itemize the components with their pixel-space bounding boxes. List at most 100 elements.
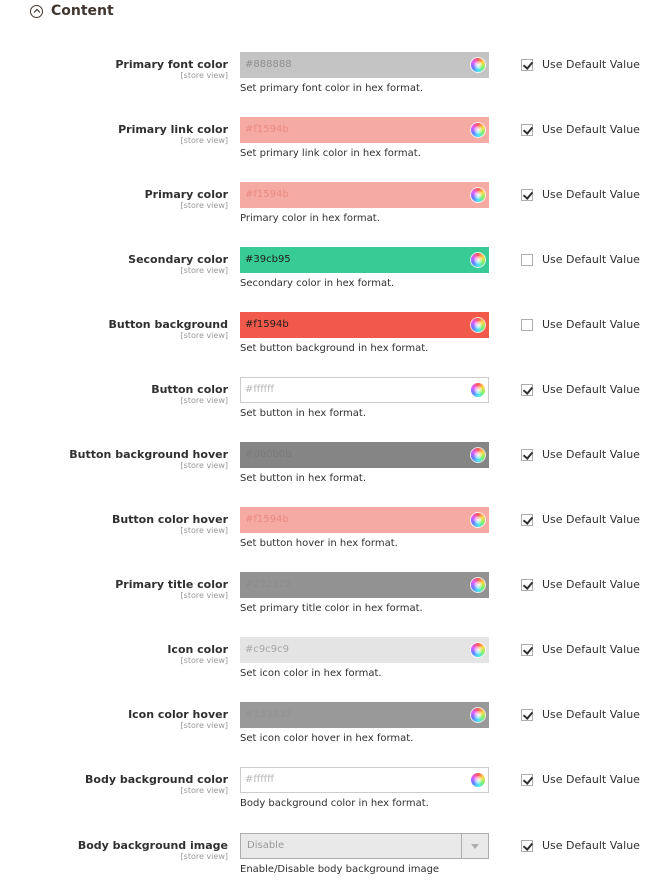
config-row-primary-title-color: Primary title color [store view] #222222 Se…: [0, 572, 671, 632]
field-label: Button color: [151, 383, 228, 396]
body-background-color-input[interactable]: #ffffff: [240, 767, 489, 793]
icon-color-hover-input[interactable]: #333333: [240, 702, 489, 728]
use-default-label[interactable]: Use Default Value: [542, 383, 640, 396]
primary-link-color-input[interactable]: #f1594b: [240, 117, 489, 143]
use-default-checkbox[interactable]: [521, 448, 533, 461]
color-value[interactable]: #0b0b0b: [245, 449, 292, 460]
config-row-button-color-hover: Button color hover [store view] #f1594b Set…: [0, 507, 671, 567]
color-wheel-icon[interactable]: [471, 58, 485, 72]
button-background-input[interactable]: #f1594b: [240, 312, 489, 338]
color-value[interactable]: #ffffff: [245, 384, 275, 395]
use-default-label[interactable]: Use Default Value: [542, 513, 640, 526]
color-wheel-icon[interactable]: [471, 708, 485, 722]
color-value[interactable]: #ffffff: [245, 774, 275, 785]
field-label: Icon color hover: [128, 708, 228, 721]
button-color-input[interactable]: #ffffff: [240, 377, 489, 403]
body-background-image-select[interactable]: Disable: [240, 833, 489, 859]
color-value[interactable]: #888888: [245, 59, 292, 70]
use-default-checkbox[interactable]: [521, 188, 533, 201]
color-wheel-icon[interactable]: [471, 253, 485, 267]
color-wheel-icon[interactable]: [471, 578, 485, 592]
use-default-label[interactable]: Use Default Value: [542, 578, 640, 591]
color-value[interactable]: #c9c9c9: [245, 644, 289, 655]
color-wheel-icon[interactable]: [471, 513, 485, 527]
color-wheel-icon[interactable]: [471, 188, 485, 202]
button-color-hover-input[interactable]: #f1594b: [240, 507, 489, 533]
color-value[interactable]: #39cb95: [245, 254, 291, 265]
secondary-color-input[interactable]: #39cb95: [240, 247, 489, 273]
use-default-label[interactable]: Use Default Value: [542, 318, 640, 331]
color-wheel-icon[interactable]: [471, 383, 485, 397]
field-note: Set button hover in hex format.: [240, 538, 398, 549]
select-value: Disable: [247, 840, 285, 851]
color-value[interactable]: #222222: [245, 579, 292, 590]
use-default-checkbox[interactable]: [521, 318, 533, 331]
field-note: Enable/Disable body background image: [240, 864, 440, 875]
color-value[interactable]: #333333: [245, 709, 292, 720]
config-row-button-background-hover: Button background hover [store view] #0b0b…: [0, 442, 671, 502]
primary-font-color-input[interactable]: #888888: [240, 52, 489, 78]
field-note: Set primary link color in hex format.: [240, 148, 421, 159]
field-note: Set icon color hover in hex format.: [240, 733, 414, 744]
field-note: Set button in hex format.: [240, 473, 367, 484]
field-label: Button background hover: [69, 448, 228, 461]
use-default-checkbox[interactable]: [521, 383, 533, 396]
primary-title-color-input[interactable]: #222222: [240, 572, 489, 598]
field-note: Set button in hex format.: [240, 408, 367, 419]
section-header-content[interactable]: Content: [30, 0, 114, 22]
use-default-checkbox[interactable]: [521, 643, 533, 656]
scope-label: [store view]: [180, 461, 228, 470]
config-row-body-background-image: Body background image [store view] Disab…: [0, 833, 671, 893]
config-row-button-background: Button background [store view] #f1594b Set …: [0, 312, 671, 372]
use-default-checkbox[interactable]: [521, 58, 533, 71]
field-label: Button background: [108, 318, 228, 331]
scope-label: [store view]: [180, 721, 228, 730]
scope-label: [store view]: [180, 852, 228, 861]
config-row-secondary-color: Secondary color [store view] #39cb95 Second…: [0, 247, 671, 307]
config-row-button-color: Button color [store view] #ffffff Set butto…: [0, 377, 671, 437]
scope-label: [store view]: [180, 591, 228, 600]
use-default-label[interactable]: Use Default Value: [542, 123, 640, 136]
scope-label: [store view]: [180, 201, 228, 210]
scope-label: [store view]: [180, 526, 228, 535]
field-label: Primary color: [144, 188, 228, 201]
collapse-chevron-up-icon[interactable]: [30, 4, 43, 18]
field-label: Body background color: [85, 773, 228, 786]
button-background-hover-input[interactable]: #0b0b0b: [240, 442, 489, 468]
use-default-checkbox[interactable]: [521, 708, 533, 721]
use-default-checkbox[interactable]: [521, 253, 533, 266]
field-note: Set primary title color in hex format.: [240, 603, 423, 614]
use-default-checkbox[interactable]: [521, 839, 533, 852]
use-default-label[interactable]: Use Default Value: [542, 708, 640, 721]
field-label: Secondary color: [128, 253, 228, 266]
color-value[interactable]: #f1594b: [245, 189, 289, 200]
use-default-checkbox[interactable]: [521, 123, 533, 136]
use-default-checkbox[interactable]: [521, 513, 533, 526]
use-default-label[interactable]: Use Default Value: [542, 448, 640, 461]
primary-color-input[interactable]: #f1594b: [240, 182, 489, 208]
color-wheel-icon[interactable]: [471, 448, 485, 462]
color-value[interactable]: #f1594b: [245, 319, 289, 330]
use-default-label[interactable]: Use Default Value: [542, 643, 640, 656]
scope-label: [store view]: [180, 331, 228, 340]
use-default-label[interactable]: Use Default Value: [542, 253, 640, 266]
color-wheel-icon[interactable]: [471, 643, 485, 657]
color-wheel-icon[interactable]: [471, 773, 485, 787]
icon-color-input[interactable]: #c9c9c9: [240, 637, 489, 663]
color-wheel-icon[interactable]: [471, 318, 485, 332]
use-default-label[interactable]: Use Default Value: [542, 839, 640, 852]
scope-label: [store view]: [180, 396, 228, 405]
field-label: Primary title color: [115, 578, 228, 591]
color-value[interactable]: #f1594b: [245, 514, 289, 525]
field-label: Body background image: [77, 839, 228, 852]
use-default-checkbox[interactable]: [521, 578, 533, 591]
color-wheel-icon[interactable]: [471, 123, 485, 137]
dropdown-arrow-icon[interactable]: [461, 834, 488, 858]
use-default-label[interactable]: Use Default Value: [542, 773, 640, 786]
section-title: Content: [51, 3, 114, 19]
config-row-primary-font-color: Primary font color [store view] #888888 Set…: [0, 52, 671, 112]
use-default-checkbox[interactable]: [521, 773, 533, 786]
use-default-label[interactable]: Use Default Value: [542, 58, 640, 71]
color-value[interactable]: #f1594b: [245, 124, 289, 135]
use-default-label[interactable]: Use Default Value: [542, 188, 640, 201]
